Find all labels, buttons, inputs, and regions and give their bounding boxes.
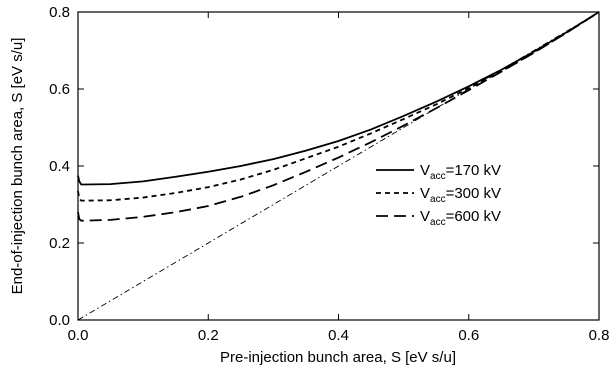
legend-label-170kv: Vacc=170 kV bbox=[420, 162, 501, 182]
legend-label-170kv-main: V bbox=[420, 162, 430, 179]
legend-label-600kv-sub: acc bbox=[430, 217, 446, 228]
legend-label-300kv-rest: =300 kV bbox=[446, 185, 501, 202]
y-axis-ticks: 0.0 0.2 0.4 0.6 0.8 bbox=[49, 4, 599, 329]
legend: Vacc=170 kV Vacc=300 kV Vacc=600 kV bbox=[376, 162, 501, 228]
legend-label-600kv: Vacc=600 kV bbox=[420, 208, 501, 228]
y-tick-label: 0.6 bbox=[49, 81, 70, 98]
legend-label-600kv-rest: =600 kV bbox=[446, 208, 501, 225]
x-axis-ticks: 0.0 0.2 0.4 0.6 0.8 bbox=[68, 12, 610, 344]
legend-label-170kv-sub: acc bbox=[430, 171, 446, 182]
legend-label-300kv: Vacc=300 kV bbox=[420, 185, 501, 205]
legend-label-300kv-sub: acc bbox=[430, 194, 446, 205]
series-layer bbox=[77, 11, 600, 321]
series-line-0 bbox=[77, 11, 600, 186]
series-line-2 bbox=[77, 11, 600, 222]
x-axis-title: Pre-injection bunch area, S [eV s/u] bbox=[220, 349, 456, 366]
y-tick-label: 0.8 bbox=[49, 4, 70, 21]
x-tick-label: 0.6 bbox=[458, 327, 479, 344]
legend-label-600kv-main: V bbox=[420, 208, 430, 225]
y-tick-label: 0.0 bbox=[49, 312, 70, 329]
legend-label-170kv-rest: =170 kV bbox=[446, 162, 501, 179]
x-tick-label: 0.4 bbox=[328, 327, 349, 344]
legend-label-300kv-main: V bbox=[420, 185, 430, 202]
diagonal-reference-line bbox=[77, 11, 600, 321]
x-tick-label: 0.2 bbox=[198, 327, 219, 344]
y-tick-label: 0.4 bbox=[49, 158, 70, 175]
y-axis-title: End-of-injection bunch area, S [eV s/u] bbox=[9, 38, 26, 295]
x-tick-label: 0.8 bbox=[589, 327, 610, 344]
y-tick-label: 0.2 bbox=[49, 235, 70, 252]
plot-area: 0.0 0.2 0.4 0.6 0.8 0.0 0.2 0.4 0.6 0.8 bbox=[49, 4, 609, 344]
series-line-1 bbox=[77, 11, 600, 202]
x-tick-label: 0.0 bbox=[68, 327, 89, 344]
